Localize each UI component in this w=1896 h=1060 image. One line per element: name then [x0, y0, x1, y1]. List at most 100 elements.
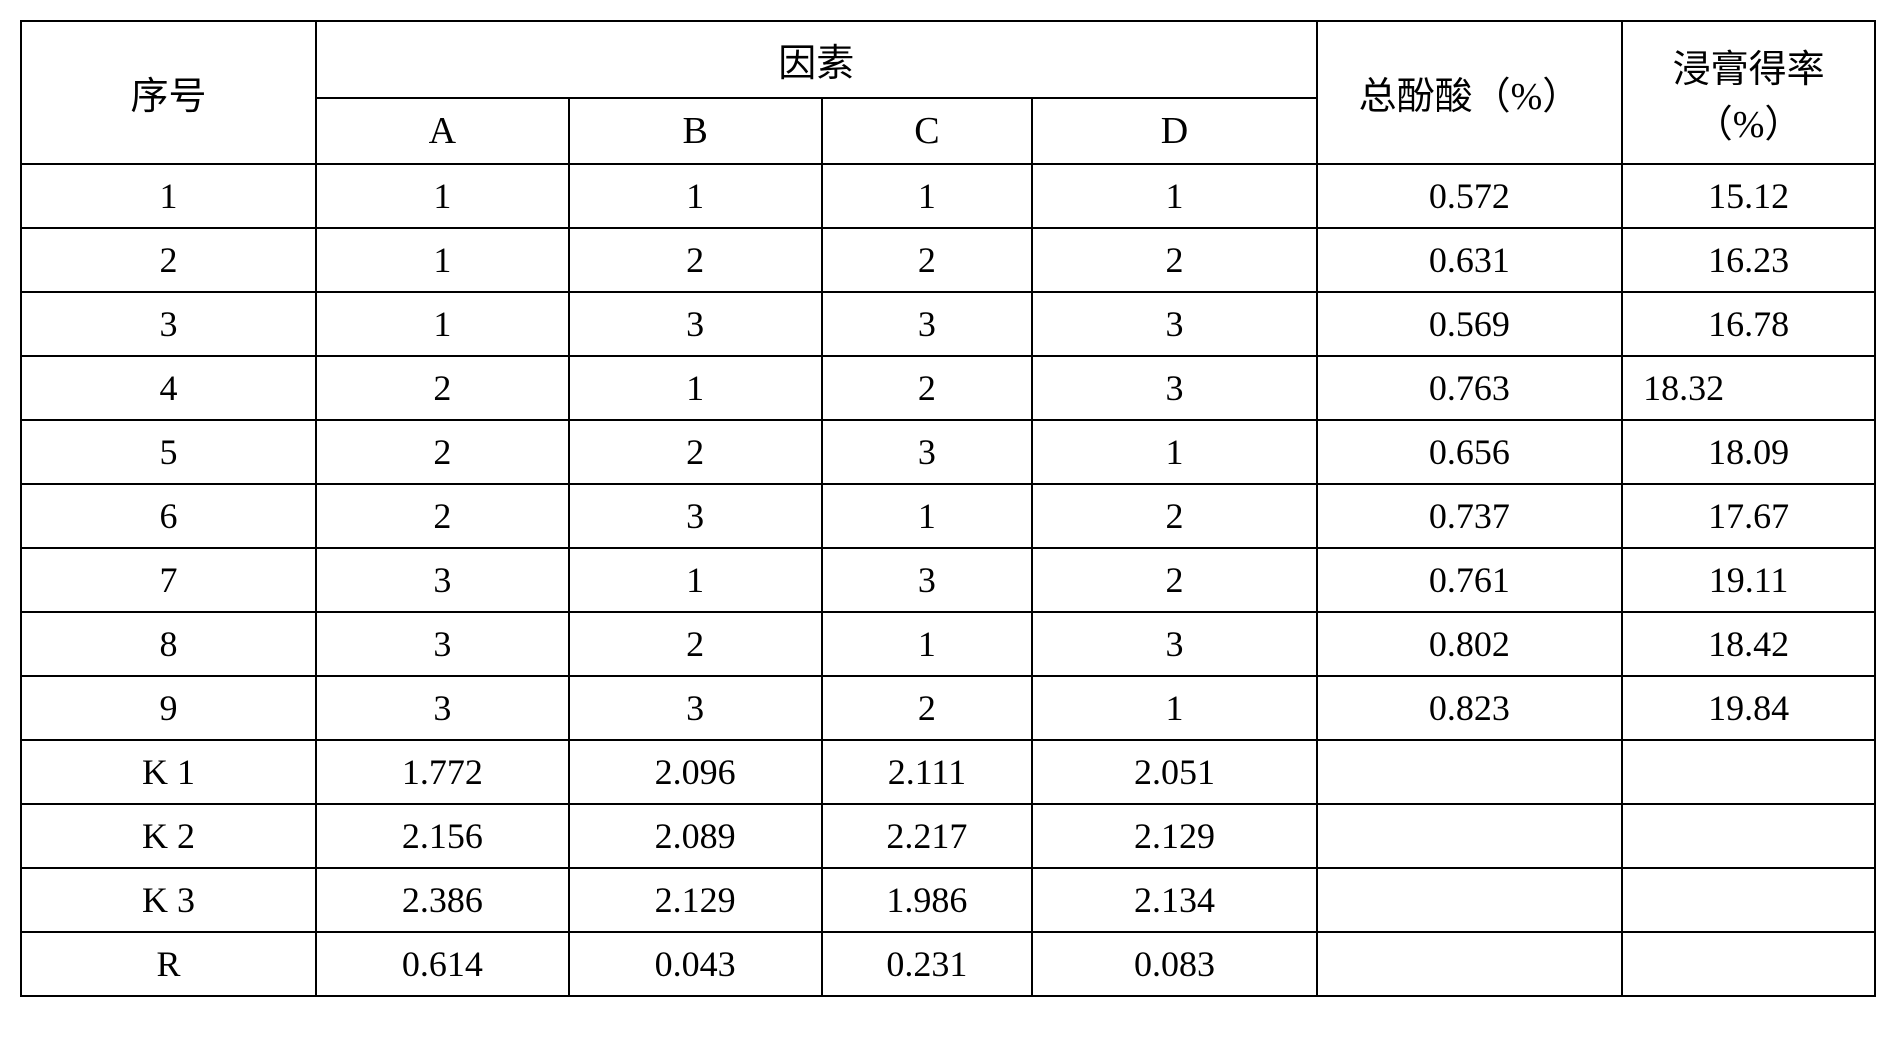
cell-acid: 0.631 [1317, 228, 1622, 292]
header-yield: 浸膏得率（%） [1622, 21, 1875, 164]
cell-c: 3 [822, 548, 1033, 612]
cell-yield: 18.32 [1622, 356, 1875, 420]
cell-acid [1317, 932, 1622, 996]
cell-d: 2 [1032, 548, 1316, 612]
cell-a: 3 [316, 676, 569, 740]
cell-b: 2.096 [569, 740, 822, 804]
cell-d: 0.083 [1032, 932, 1316, 996]
cell-b: 3 [569, 676, 822, 740]
cell-c: 1.986 [822, 868, 1033, 932]
cell-acid: 0.761 [1317, 548, 1622, 612]
cell-b: 2.129 [569, 868, 822, 932]
cell-yield: 17.67 [1622, 484, 1875, 548]
cell-a: 3 [316, 548, 569, 612]
cell-yield [1622, 868, 1875, 932]
table-row: K 1 1.772 2.096 2.111 2.051 [21, 740, 1875, 804]
cell-seq: 9 [21, 676, 316, 740]
table-row: 8 3 2 1 3 0.802 18.42 [21, 612, 1875, 676]
cell-d: 2 [1032, 228, 1316, 292]
table-header-row-1: 序号 因素 总酚酸（%） 浸膏得率（%） [21, 21, 1875, 98]
cell-c: 2.217 [822, 804, 1033, 868]
cell-acid [1317, 868, 1622, 932]
cell-acid: 0.763 [1317, 356, 1622, 420]
cell-acid: 0.656 [1317, 420, 1622, 484]
cell-seq: 3 [21, 292, 316, 356]
cell-d: 1 [1032, 420, 1316, 484]
orthogonal-experiment-table: 序号 因素 总酚酸（%） 浸膏得率（%） A B C D 1 1 1 1 1 0… [20, 20, 1876, 997]
cell-c: 2 [822, 228, 1033, 292]
cell-a: 3 [316, 612, 569, 676]
cell-d: 2 [1032, 484, 1316, 548]
table-row: 3 1 3 3 3 0.569 16.78 [21, 292, 1875, 356]
header-col-b: B [569, 98, 822, 164]
cell-b: 1 [569, 548, 822, 612]
cell-seq: K 1 [21, 740, 316, 804]
cell-a: 1.772 [316, 740, 569, 804]
cell-acid: 0.572 [1317, 164, 1622, 228]
cell-c: 1 [822, 164, 1033, 228]
cell-b: 1 [569, 164, 822, 228]
header-col-d: D [1032, 98, 1316, 164]
cell-b: 0.043 [569, 932, 822, 996]
cell-c: 1 [822, 612, 1033, 676]
cell-a: 2 [316, 420, 569, 484]
cell-seq: 8 [21, 612, 316, 676]
cell-yield [1622, 804, 1875, 868]
cell-a: 2.156 [316, 804, 569, 868]
cell-yield: 19.11 [1622, 548, 1875, 612]
cell-acid [1317, 804, 1622, 868]
table-row: 9 3 3 2 1 0.823 19.84 [21, 676, 1875, 740]
cell-b: 2 [569, 228, 822, 292]
table-row: 6 2 3 1 2 0.737 17.67 [21, 484, 1875, 548]
cell-seq: 4 [21, 356, 316, 420]
table-row: 5 2 2 3 1 0.656 18.09 [21, 420, 1875, 484]
header-acid: 总酚酸（%） [1317, 21, 1622, 164]
header-factor: 因素 [316, 21, 1317, 98]
cell-seq: K 3 [21, 868, 316, 932]
cell-seq: 5 [21, 420, 316, 484]
cell-d: 3 [1032, 356, 1316, 420]
cell-seq: 6 [21, 484, 316, 548]
cell-seq: 7 [21, 548, 316, 612]
cell-seq: 2 [21, 228, 316, 292]
cell-acid: 0.737 [1317, 484, 1622, 548]
cell-a: 2 [316, 484, 569, 548]
cell-a: 1 [316, 164, 569, 228]
cell-acid: 0.823 [1317, 676, 1622, 740]
cell-acid: 0.802 [1317, 612, 1622, 676]
cell-seq: R [21, 932, 316, 996]
cell-b: 3 [569, 292, 822, 356]
cell-b: 3 [569, 484, 822, 548]
cell-b: 2 [569, 420, 822, 484]
cell-b: 1 [569, 356, 822, 420]
header-col-a: A [316, 98, 569, 164]
header-col-c: C [822, 98, 1033, 164]
cell-c: 3 [822, 420, 1033, 484]
table-row: K 2 2.156 2.089 2.217 2.129 [21, 804, 1875, 868]
cell-c: 2 [822, 356, 1033, 420]
cell-b: 2 [569, 612, 822, 676]
cell-d: 3 [1032, 292, 1316, 356]
cell-yield: 16.23 [1622, 228, 1875, 292]
cell-d: 1 [1032, 164, 1316, 228]
cell-a: 2 [316, 356, 569, 420]
cell-yield: 18.42 [1622, 612, 1875, 676]
cell-yield: 18.09 [1622, 420, 1875, 484]
cell-c: 1 [822, 484, 1033, 548]
cell-acid: 0.569 [1317, 292, 1622, 356]
table-row: 2 1 2 2 2 0.631 16.23 [21, 228, 1875, 292]
cell-yield [1622, 740, 1875, 804]
cell-c: 3 [822, 292, 1033, 356]
cell-yield [1622, 932, 1875, 996]
cell-c: 2 [822, 676, 1033, 740]
cell-d: 2.134 [1032, 868, 1316, 932]
cell-a: 0.614 [316, 932, 569, 996]
cell-b: 2.089 [569, 804, 822, 868]
cell-a: 2.386 [316, 868, 569, 932]
cell-a: 1 [316, 228, 569, 292]
cell-yield: 19.84 [1622, 676, 1875, 740]
table-row: 7 3 1 3 2 0.761 19.11 [21, 548, 1875, 612]
cell-d: 2.051 [1032, 740, 1316, 804]
cell-acid [1317, 740, 1622, 804]
cell-c: 0.231 [822, 932, 1033, 996]
